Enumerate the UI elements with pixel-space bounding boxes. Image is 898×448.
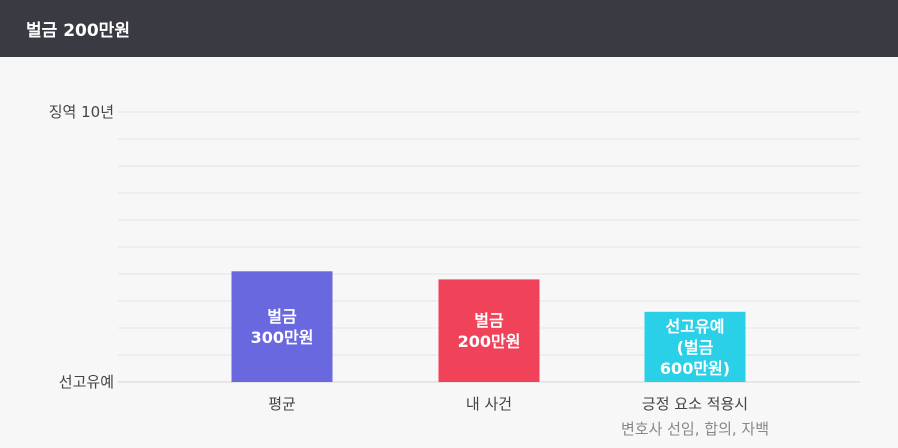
bar-data-label: 선고유예	[666, 317, 725, 336]
bar-data-label: 벌금	[474, 311, 504, 330]
bar-3	[644, 311, 746, 382]
chart-header: 벌금 200만원	[0, 0, 898, 57]
header-title: 벌금 200만원	[26, 21, 130, 41]
category-label: 평균	[268, 395, 296, 413]
category-label: 긍정 요소 적용시	[642, 395, 748, 413]
bar-data-label: (벌금	[677, 338, 714, 357]
y-axis-top-label: 징역 10년	[49, 103, 114, 121]
bar-2	[438, 279, 540, 382]
bar-data-label: 600만원)	[660, 359, 730, 378]
category-label: 내 사건	[466, 395, 512, 413]
bar-data-label: 200만원	[458, 332, 521, 351]
bar-1	[231, 271, 333, 382]
bar-data-label: 벌금	[267, 307, 297, 326]
category-sublabel: 변호사 선임, 합의, 자백	[621, 420, 769, 438]
bar-data-label: 300만원	[251, 328, 314, 347]
y-axis-bottom-label: 선고유예	[59, 373, 114, 391]
